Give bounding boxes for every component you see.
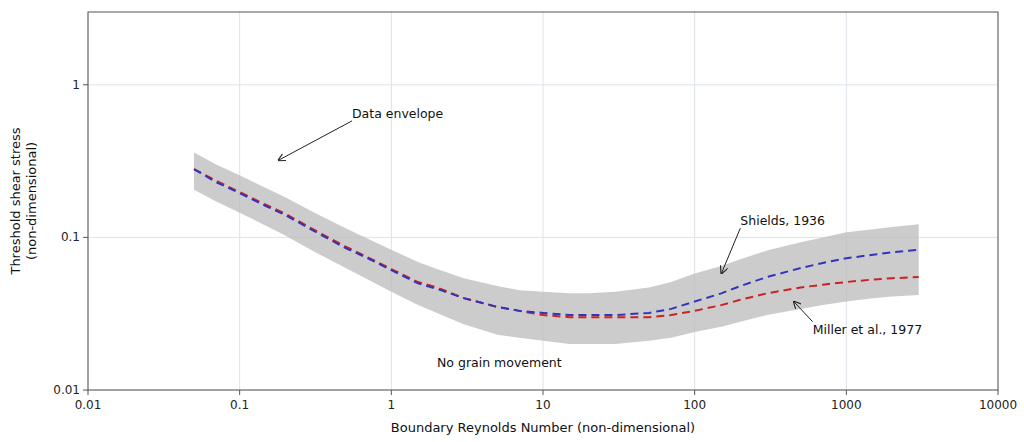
x-tick	[88, 390, 89, 395]
y-tick-label: 1	[72, 78, 80, 92]
curve-line	[194, 169, 919, 315]
x-tick-label: 10	[535, 398, 550, 412]
y-axis-label: Threshold shear stress(non-dimensional)	[8, 127, 39, 275]
x-tick-label: 1000	[831, 398, 862, 412]
x-tick	[239, 390, 240, 395]
plot-frame	[88, 12, 998, 390]
annotation-arrow	[278, 121, 352, 160]
annotation-arrow	[794, 302, 813, 322]
x-tick	[998, 390, 999, 395]
x-tick	[846, 390, 847, 395]
x-axis-label: Boundary Reynolds Number (non-dimensiona…	[391, 420, 695, 435]
chart: 0.01 0.1 1 10 100 1000 10000 0.01 0.1 1 Boundary R…	[0, 0, 1024, 442]
x-tick	[543, 390, 544, 395]
plot-area	[194, 153, 919, 345]
x-tick-label: 1	[388, 398, 396, 412]
annotation-text: No grain movement	[437, 355, 562, 370]
annotation-arrow	[721, 228, 740, 273]
grid-line-x	[391, 12, 392, 390]
x-tick-label: 100	[683, 398, 706, 412]
grid	[88, 12, 998, 390]
y-tick-label: 0.01	[53, 383, 80, 397]
y-tick	[83, 390, 88, 391]
grid-line-y	[88, 84, 998, 85]
annotations: Data envelope Shields, 1936 Miller et al.,…	[278, 106, 922, 370]
x-tick-label: 0.1	[230, 398, 249, 412]
y-tick	[83, 84, 88, 85]
x-tick	[694, 390, 695, 395]
x-tick	[391, 390, 392, 395]
annotation-text: Miller et al., 1977	[813, 322, 922, 337]
annotation-text: Shields, 1936	[740, 213, 825, 228]
grid-line-x	[694, 12, 695, 390]
y-tick	[83, 237, 88, 238]
curve-line	[194, 169, 919, 317]
annotation-text: Data envelope	[352, 106, 444, 121]
x-tick-label: 0.01	[75, 398, 102, 412]
y-tick-label: 0.1	[61, 230, 80, 244]
envelope-area	[194, 153, 919, 345]
axes: 0.01 0.1 1 10 100 1000 10000 0.01 0.1 1	[53, 78, 1017, 412]
x-tick-label: 10000	[979, 398, 1017, 412]
